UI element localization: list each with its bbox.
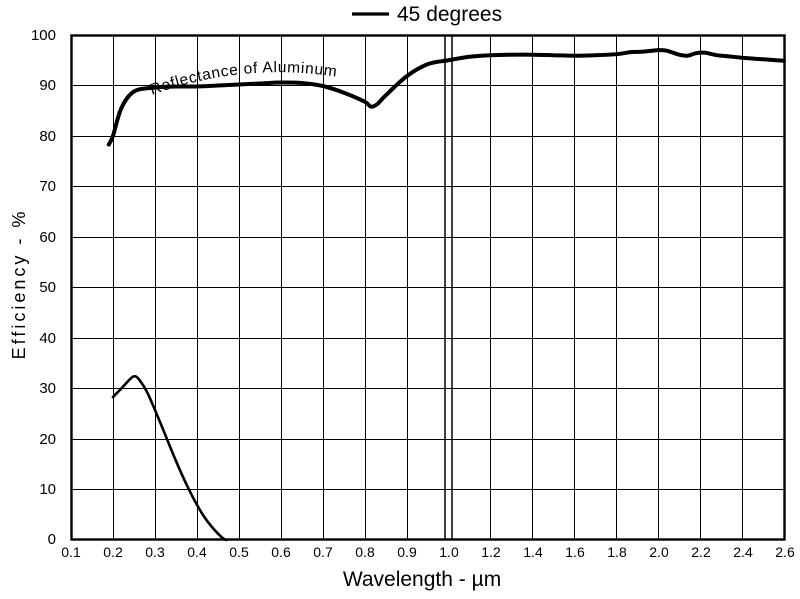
svg-text:45 degrees: 45 degrees bbox=[397, 3, 502, 26]
